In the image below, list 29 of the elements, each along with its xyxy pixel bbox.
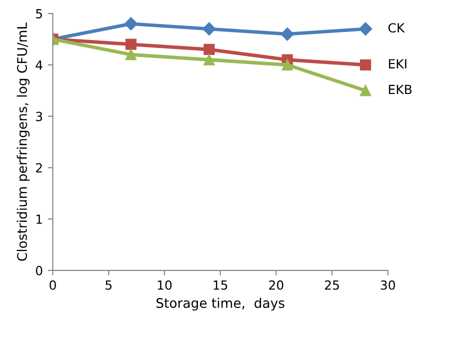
x-tick-label: 15 xyxy=(214,280,228,290)
x-tick-label: 30 xyxy=(380,280,395,290)
y-tick-label: 4 xyxy=(36,60,42,70)
point xyxy=(358,22,372,36)
x-tick-label: 0 xyxy=(50,280,56,290)
point xyxy=(204,44,215,56)
point xyxy=(125,49,137,60)
y-tick-label: 1 xyxy=(36,214,42,224)
y-tick-label: 5 xyxy=(36,9,42,18)
x-tick-label: 25 xyxy=(324,280,339,290)
y-tick-label: 3 xyxy=(36,112,42,122)
x-tick-label: 20 xyxy=(269,280,284,290)
point xyxy=(125,38,137,50)
y-tick-label: 0 xyxy=(36,266,42,276)
point xyxy=(360,85,372,96)
point xyxy=(280,27,294,41)
x-tick-label: 5 xyxy=(106,280,112,290)
y-tick-label: 2 xyxy=(36,163,42,172)
point xyxy=(204,54,215,66)
series-label: EKB xyxy=(388,84,412,94)
series-label: EKI xyxy=(388,59,406,68)
point xyxy=(124,17,138,30)
x-tick-label: 10 xyxy=(158,280,172,290)
point xyxy=(282,59,293,70)
series-label: CK xyxy=(388,23,405,33)
x-axis-title: Storage time, days xyxy=(156,298,284,311)
point xyxy=(202,22,216,36)
y-axis-title: Clostridium perfringens, log CFU/mL xyxy=(16,22,30,261)
point xyxy=(360,59,372,70)
